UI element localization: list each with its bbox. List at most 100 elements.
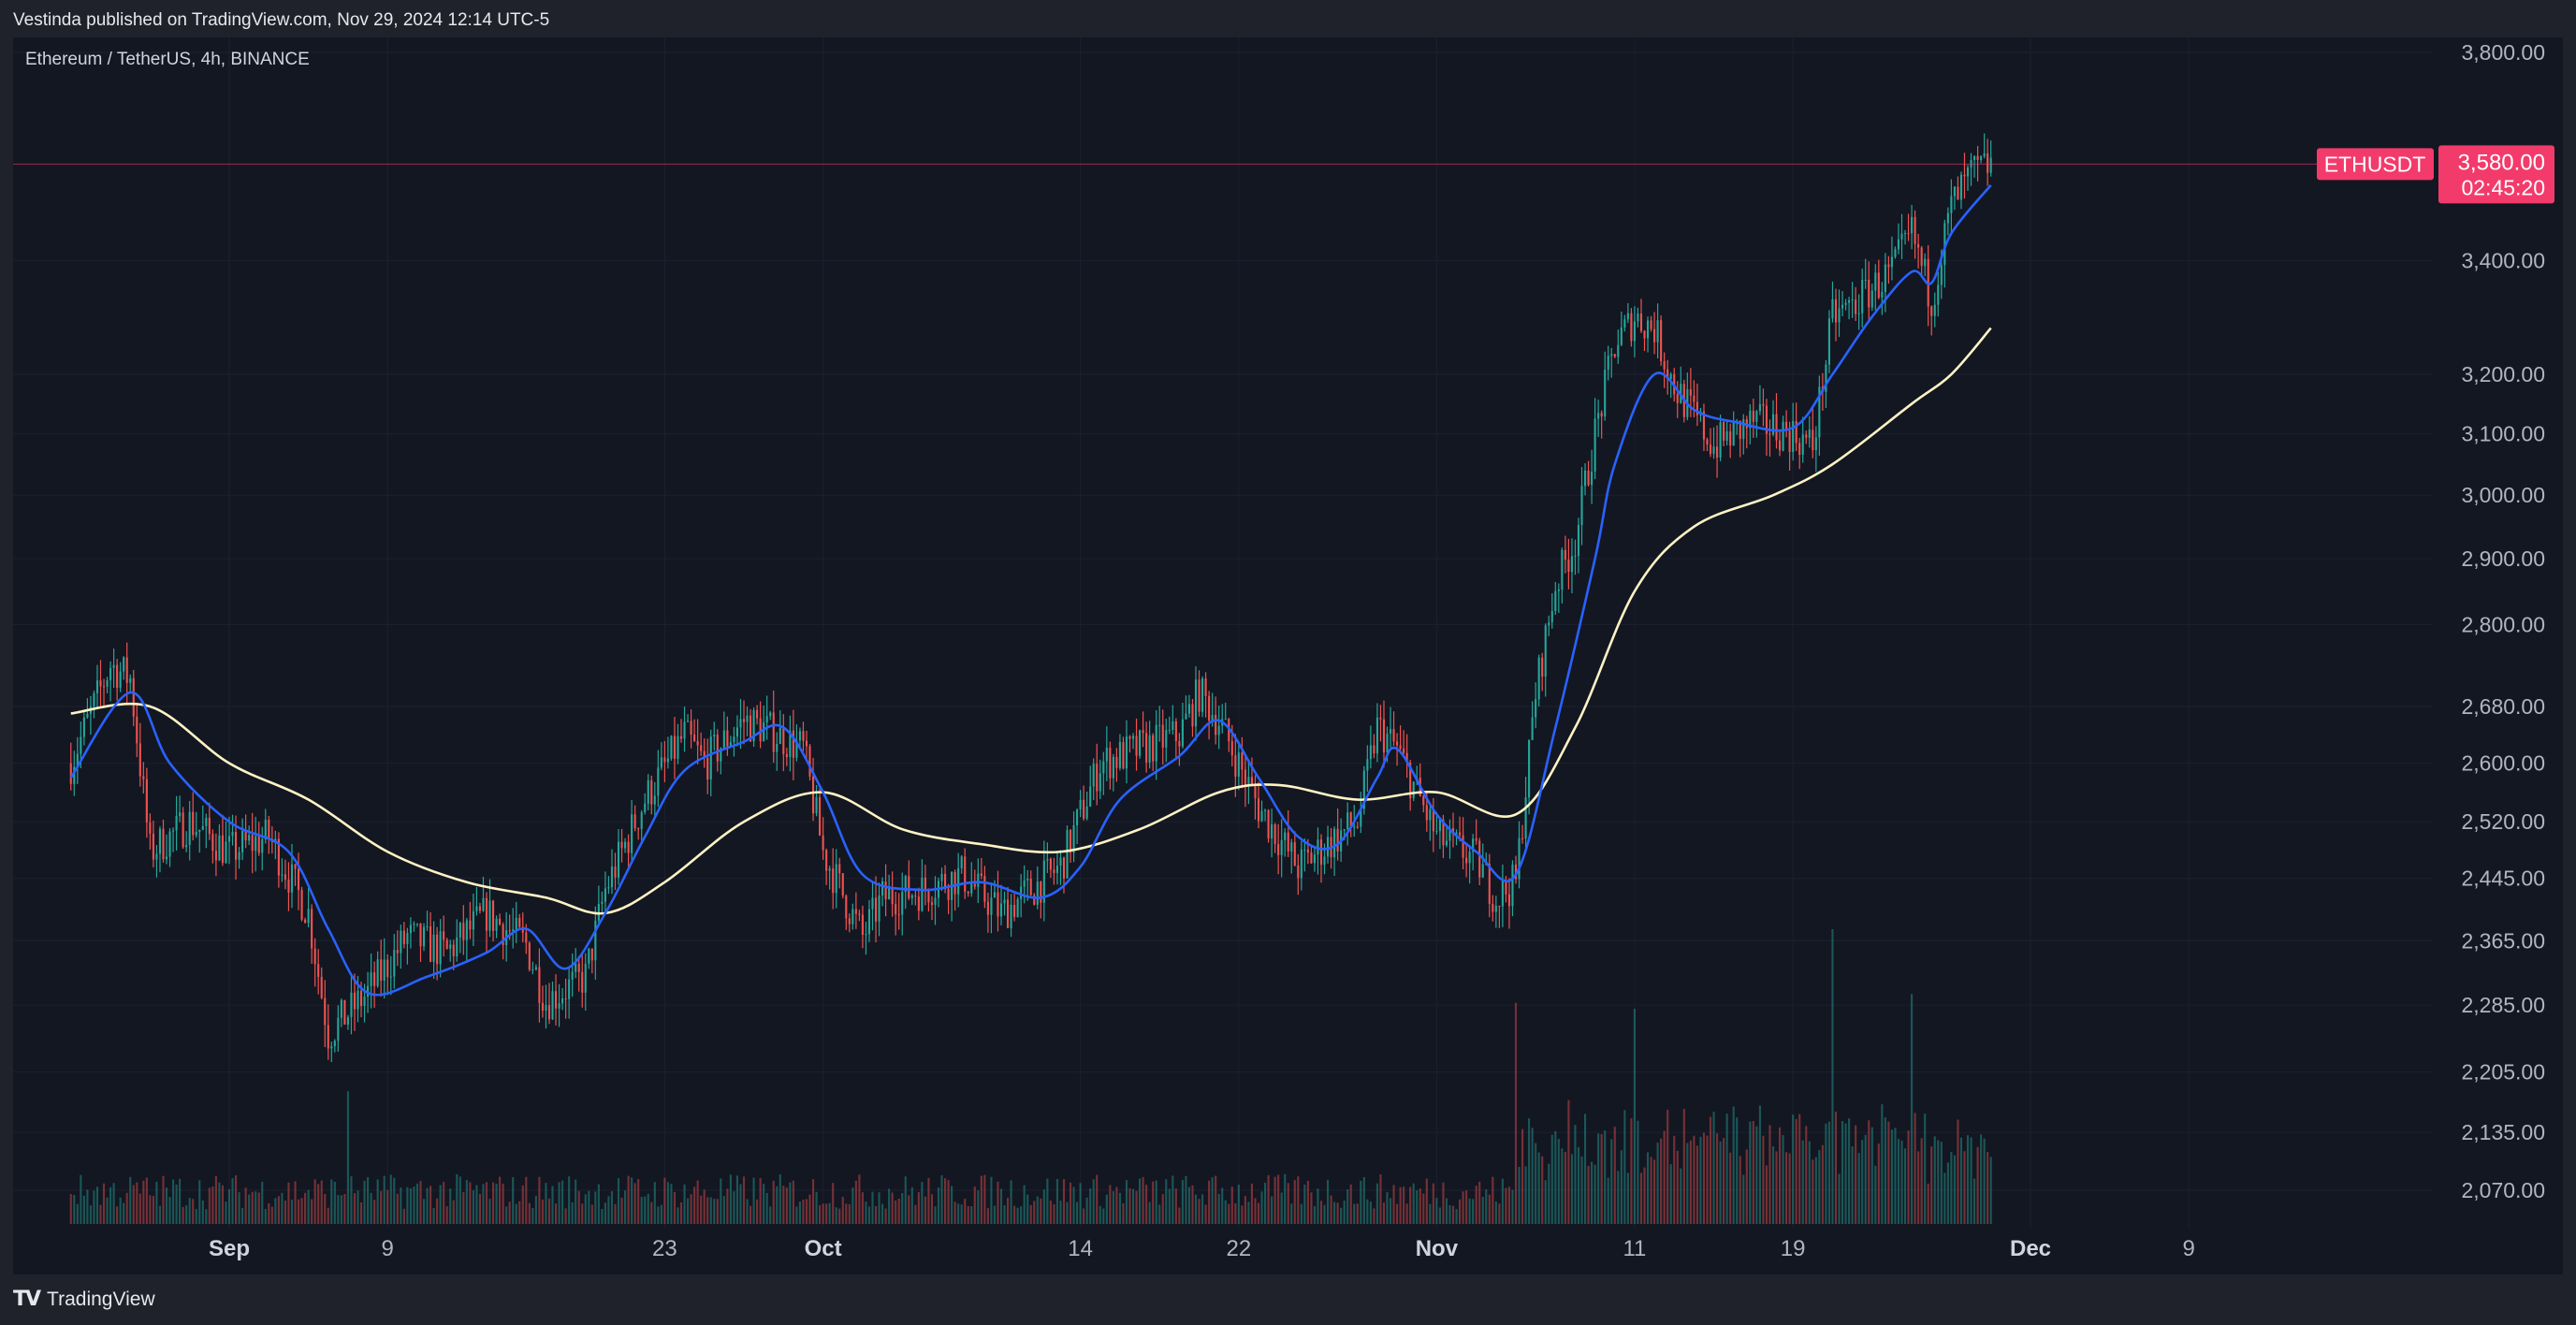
candle-body (980, 873, 982, 877)
candle-body (1709, 444, 1712, 455)
volume-bar (908, 1195, 910, 1224)
candle-body (1040, 881, 1042, 903)
candle-body (1326, 837, 1330, 857)
volume-bar (739, 1184, 742, 1224)
time-axis[interactable]: Sep 9 23 Oct 14 22 Nov 11 19 Dec 9 (209, 1236, 2195, 1261)
time-tick-label: Nov (1416, 1236, 1459, 1261)
volume-bar (1933, 1136, 1936, 1224)
volume-bar (1680, 1168, 1682, 1224)
volume-bar (742, 1176, 746, 1224)
candle-body (729, 742, 732, 747)
candle-body (1211, 714, 1214, 721)
candle-body (145, 779, 148, 823)
volume-bar (1507, 1187, 1511, 1224)
volume-bar (1719, 1141, 1722, 1224)
candle-body (765, 716, 768, 723)
volume-bar (624, 1190, 627, 1224)
volume-bar (1758, 1105, 1761, 1224)
time-tick-label: 22 (1226, 1236, 1251, 1261)
volume-bar (1498, 1203, 1501, 1224)
volume-bar (1583, 1114, 1587, 1224)
candle-body (515, 917, 517, 930)
candle-body (1478, 840, 1481, 878)
candle-body (1300, 849, 1303, 879)
candle-body (1290, 842, 1293, 852)
candle-body (986, 901, 989, 915)
price-tick-label: 2,900.00 (2461, 546, 2545, 571)
volume-bar (1660, 1138, 1663, 1224)
volume-bar (1528, 1118, 1531, 1224)
candle-body (1033, 895, 1036, 905)
volume-bar (1191, 1185, 1194, 1224)
candle-body (633, 814, 636, 829)
candle-body (650, 779, 653, 805)
volume-bar (1362, 1176, 1365, 1224)
volume-bar (1749, 1121, 1752, 1224)
candle-body (1987, 153, 1989, 173)
volume-bar (1959, 1137, 1963, 1224)
candle-body (488, 900, 491, 931)
volume-bar (244, 1187, 247, 1224)
volume-bar (1927, 1183, 1929, 1224)
candle-body (558, 1003, 560, 1009)
volume-bar (1172, 1175, 1174, 1224)
volume-bar (811, 1179, 815, 1224)
candle-body (136, 716, 138, 744)
volume-bar (432, 1208, 435, 1224)
volume-bar (1511, 1189, 1514, 1224)
volume-bar (805, 1199, 808, 1224)
candle-body (726, 730, 729, 747)
candle-body (1224, 719, 1227, 721)
volume-bar (713, 1199, 716, 1224)
candle-body (1029, 879, 1032, 895)
volume-bar (1550, 1134, 1553, 1224)
symbol-description: Ethereum / TetherUS, 4h, BINANCE (25, 50, 310, 69)
top-bar: Vestinda published on TradingView.com, N… (0, 0, 2576, 37)
candle-body (1386, 734, 1389, 753)
candle-body (109, 667, 112, 680)
volume-bar (478, 1194, 482, 1224)
candle-body (601, 901, 604, 904)
volume-bar (677, 1207, 679, 1224)
candle-body (1861, 280, 1864, 313)
candle-body (1185, 713, 1187, 720)
candle-body (525, 932, 528, 943)
candle-body (277, 838, 280, 876)
candle-body (1897, 239, 1900, 250)
volume-bar (1788, 1153, 1791, 1224)
candle-body (1597, 413, 1600, 419)
candle-body (415, 923, 419, 925)
candle-body (1215, 714, 1217, 735)
chart-frame[interactable] (13, 37, 2563, 1274)
volume-bar (445, 1206, 448, 1224)
volume-bar (1313, 1205, 1316, 1224)
volume-bar (937, 1187, 940, 1224)
candle-body (330, 1046, 333, 1049)
candle-body (1122, 742, 1125, 769)
volume-bar (607, 1196, 610, 1224)
volume-bar (1771, 1145, 1775, 1224)
candle-body (1874, 272, 1877, 291)
volume-bar (1980, 1134, 1983, 1224)
candle-body (363, 996, 366, 1007)
tradingview-logo[interactable]: TV TradingView (13, 1288, 155, 1311)
volume-bar (413, 1187, 415, 1224)
volume-bar (297, 1199, 300, 1224)
volume-bar (1485, 1189, 1488, 1224)
volume-bar (1366, 1199, 1369, 1224)
volume-bar (1966, 1135, 1970, 1224)
price-axis[interactable]: 3,800.00 3,400.00 3,200.00 3,100.00 3,000.00… (2461, 40, 2545, 1202)
candle-body (1521, 837, 1524, 839)
candle-body (617, 841, 620, 878)
candle-body (248, 835, 251, 841)
candle-body (997, 892, 999, 917)
volume-bar (1639, 1172, 1643, 1224)
candle-body (1706, 439, 1709, 445)
volume-bar (402, 1208, 405, 1224)
volume-bar (1834, 1112, 1838, 1224)
volume-bar (1689, 1140, 1692, 1224)
candle-body (802, 731, 805, 741)
volume-bar (1623, 1110, 1626, 1224)
candle-body (132, 677, 135, 717)
